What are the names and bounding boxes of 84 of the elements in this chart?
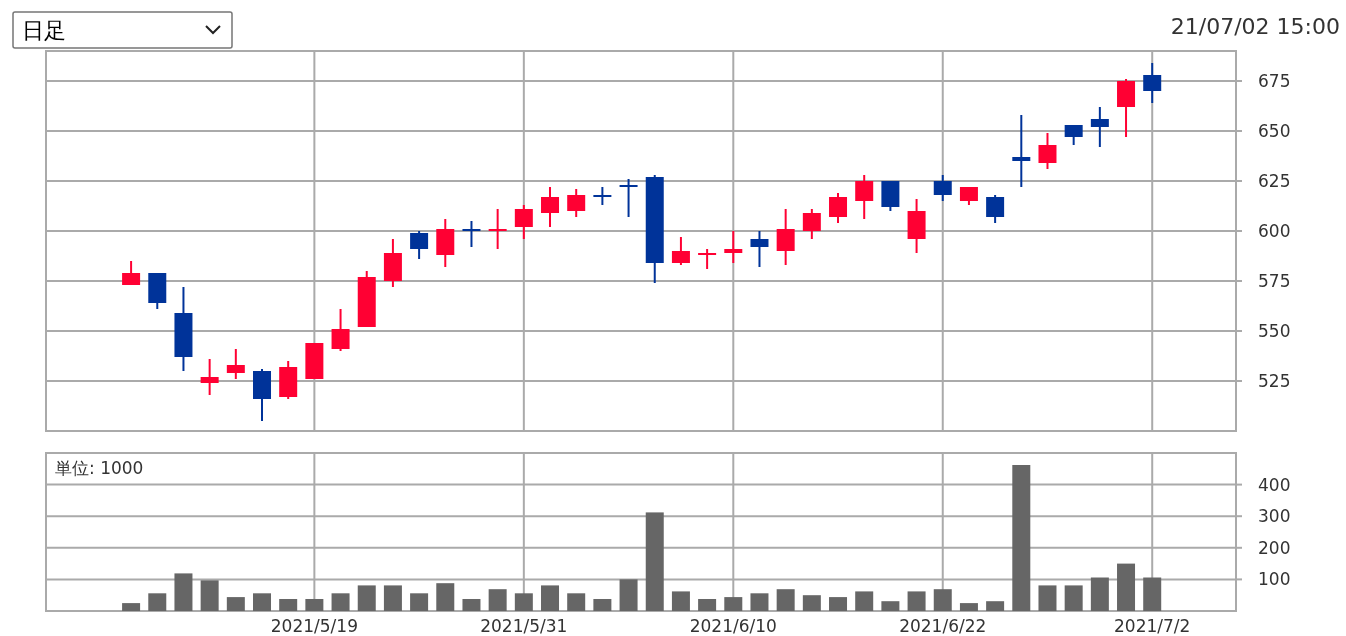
x-tick-label: 2021/6/10 bbox=[689, 616, 777, 636]
bar bbox=[619, 579, 638, 611]
candlestick bbox=[226, 348, 245, 380]
bar bbox=[226, 597, 245, 611]
bar bbox=[462, 598, 481, 611]
candlestick bbox=[933, 174, 952, 202]
candlestick bbox=[619, 178, 638, 218]
candlestick bbox=[750, 230, 769, 268]
y-tick-label: 100 bbox=[1258, 569, 1291, 590]
bar bbox=[881, 601, 900, 611]
candlestick bbox=[776, 208, 795, 266]
candlestick bbox=[829, 192, 848, 224]
bar bbox=[488, 589, 507, 611]
bar bbox=[279, 598, 298, 611]
y-tick-label: 200 bbox=[1258, 537, 1291, 558]
bar bbox=[1090, 577, 1109, 611]
candlestick bbox=[671, 236, 690, 266]
bar bbox=[776, 589, 795, 611]
candlestick bbox=[488, 208, 507, 250]
text: 21/07/02 15:00 bbox=[1170, 14, 1340, 39]
bar bbox=[724, 597, 743, 611]
annotation: 単位: 1000 bbox=[55, 458, 144, 478]
y-tick-label: 600 bbox=[1258, 220, 1291, 241]
bar bbox=[331, 593, 350, 611]
candlestick bbox=[410, 230, 429, 260]
bar bbox=[593, 598, 612, 611]
bar bbox=[802, 595, 821, 611]
bar bbox=[829, 597, 848, 611]
bar bbox=[645, 512, 664, 611]
bar bbox=[514, 593, 533, 611]
y-tick-label: 400 bbox=[1258, 474, 1291, 495]
bar bbox=[698, 598, 717, 611]
candlestick bbox=[567, 188, 586, 218]
y-tick-label: 575 bbox=[1258, 270, 1291, 291]
candlestick bbox=[724, 230, 743, 264]
bar bbox=[567, 593, 586, 611]
bar bbox=[200, 580, 219, 611]
bar bbox=[1064, 585, 1083, 611]
x-tick-label: 2021/7/2 bbox=[1114, 616, 1191, 636]
candlestick bbox=[331, 308, 350, 352]
bar bbox=[1143, 577, 1162, 611]
bar bbox=[357, 585, 376, 611]
candlestick bbox=[200, 358, 219, 396]
text: 日足 bbox=[22, 18, 66, 43]
bar bbox=[383, 585, 402, 611]
y-tick-label: 650 bbox=[1258, 120, 1291, 141]
candlestick bbox=[1064, 124, 1083, 146]
bar bbox=[436, 583, 455, 611]
x-tick-label: 2021/5/19 bbox=[270, 616, 358, 636]
y-tick-label: 675 bbox=[1258, 70, 1291, 91]
candlestick bbox=[514, 204, 533, 240]
bar bbox=[148, 593, 167, 611]
bar bbox=[907, 591, 926, 611]
bar bbox=[1012, 465, 1031, 611]
bar bbox=[933, 589, 952, 611]
x-tick-label: 2021/5/31 bbox=[480, 616, 568, 636]
bar bbox=[959, 603, 978, 611]
y-tick-label: 550 bbox=[1258, 320, 1291, 341]
x-tick-label: 2021/6/22 bbox=[899, 616, 987, 636]
y-tick-label: 625 bbox=[1258, 170, 1291, 191]
bar bbox=[986, 601, 1005, 611]
bar bbox=[1117, 563, 1136, 611]
candlestick bbox=[1090, 106, 1109, 148]
candlestick bbox=[986, 194, 1005, 224]
bar bbox=[671, 591, 690, 611]
candlestick bbox=[541, 186, 560, 228]
candlestick bbox=[802, 208, 821, 240]
bar bbox=[305, 598, 324, 611]
candlestick bbox=[855, 174, 874, 220]
candlestick bbox=[1143, 62, 1162, 104]
bar bbox=[855, 591, 874, 611]
candlestick bbox=[1012, 114, 1031, 188]
bar bbox=[1038, 585, 1057, 611]
bar bbox=[122, 603, 141, 611]
candlestick bbox=[462, 220, 481, 248]
bar bbox=[541, 585, 560, 611]
bar bbox=[174, 573, 193, 611]
y-tick-label: 525 bbox=[1258, 370, 1291, 391]
bar bbox=[750, 593, 769, 611]
y-tick-label: 300 bbox=[1258, 506, 1291, 527]
candlestick bbox=[698, 248, 717, 270]
candlestick bbox=[1038, 132, 1057, 170]
bar bbox=[410, 593, 429, 611]
bar bbox=[253, 593, 272, 611]
